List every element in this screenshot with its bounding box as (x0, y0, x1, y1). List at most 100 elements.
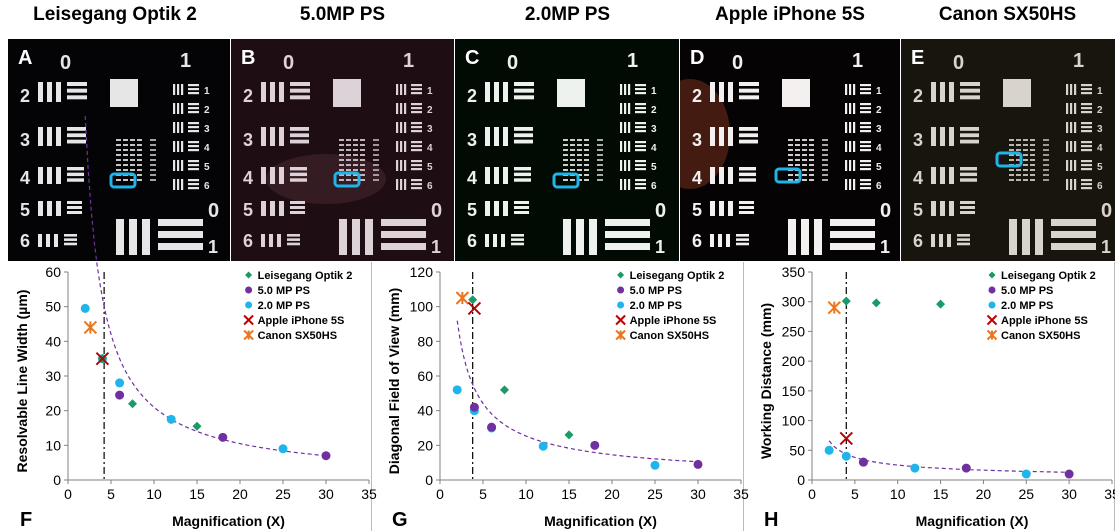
tiny-bar (570, 169, 575, 171)
element-number: 4 (692, 168, 702, 188)
small-bar (628, 179, 631, 190)
small-bar (411, 179, 422, 182)
tiny-bar (353, 154, 358, 156)
element-number: 2 (243, 86, 253, 106)
point-marker (115, 378, 125, 388)
horizontal-bar (957, 234, 970, 237)
horizontal-bar (290, 95, 310, 100)
point-marker (650, 460, 660, 470)
horizontal-bar (957, 238, 970, 241)
tiny-bar (346, 144, 351, 146)
y-tick-label: 40 (417, 403, 433, 419)
tiny-bar (563, 164, 568, 166)
small-bar (1081, 145, 1092, 148)
point-marker (617, 271, 625, 279)
small-bar (188, 103, 199, 106)
large-bar (605, 219, 650, 226)
small-bar (400, 122, 403, 133)
small-bar (1070, 141, 1073, 152)
point-marker (988, 286, 996, 294)
element-number: 3 (913, 130, 923, 150)
tiny-bar (346, 169, 351, 171)
tiny-bar (137, 139, 142, 141)
small-bar (1081, 103, 1092, 106)
small-bar (1070, 160, 1073, 171)
small-bar (404, 179, 407, 190)
small-bar (1066, 122, 1069, 133)
tiny-bar (130, 179, 135, 181)
small-bar (860, 126, 871, 129)
horizontal-bar (290, 133, 309, 138)
tiny-bar (1043, 144, 1049, 146)
series-2-0-mp-ps (824, 445, 1031, 479)
vertical-bar (947, 234, 951, 247)
large-bar (1009, 219, 1017, 255)
x-tick-label: 15 (189, 486, 205, 502)
legend-label: Canon SX50HS (1001, 330, 1080, 342)
vertical-bar (931, 82, 936, 102)
small-bar (1081, 84, 1092, 87)
series-apple-iphone-5s (467, 301, 482, 316)
tiny-bar (353, 174, 358, 176)
legend-label: Leisegang Optik 2 (630, 270, 725, 282)
tiny-bar (802, 159, 807, 161)
small-bar (188, 168, 199, 171)
small-bar (620, 122, 623, 133)
point-marker (617, 286, 625, 294)
vertical-bar (47, 201, 52, 216)
horizontal-bar (287, 238, 300, 241)
vertical-bar (38, 127, 43, 146)
title-iphone: Apple iPhone 5S (715, 4, 865, 25)
tiny-bar (809, 144, 814, 146)
small-bar (411, 92, 422, 95)
small-bar (1081, 183, 1092, 186)
element-number-small: 4 (1097, 143, 1103, 154)
small-bar (1081, 107, 1092, 110)
vertical-bar (728, 82, 733, 102)
tiny-bar (1023, 159, 1028, 161)
point-marker (243, 329, 254, 341)
tiny-bar (360, 159, 365, 161)
tiny-bar (339, 154, 344, 156)
horizontal-bar (64, 234, 77, 237)
tiny-bar (809, 179, 814, 181)
tiny-bar (130, 169, 135, 171)
tiny-bar (788, 179, 793, 181)
vertical-bar (494, 127, 499, 146)
small-bar (400, 84, 403, 95)
element-number-small: 2 (876, 105, 882, 116)
element-number: 4 (913, 168, 923, 188)
x-tick-label: 20 (604, 486, 620, 502)
point-marker (95, 351, 110, 366)
horizontal-bar (514, 167, 531, 171)
tiny-bar (570, 139, 575, 141)
horizontal-bar (514, 88, 534, 93)
tiny-bar (353, 159, 358, 161)
point-marker (243, 314, 254, 326)
vertical-bar (279, 167, 284, 184)
element-number-small: 5 (427, 162, 433, 173)
panel-letter: A (18, 47, 32, 69)
tiny-bar (1016, 169, 1021, 171)
x-tick-label: 35 (1104, 486, 1115, 502)
element-number-small: 3 (1097, 124, 1103, 135)
point-marker (115, 390, 125, 400)
vertical-bar (56, 82, 61, 102)
tiny-bar (373, 164, 379, 166)
small-bar (849, 141, 852, 152)
group-1-label: 1 (852, 50, 863, 72)
small-bar (860, 92, 871, 95)
horizontal-bar (960, 139, 979, 144)
large-bar (830, 243, 875, 250)
horizontal-bar (739, 172, 756, 177)
vertical-bar (719, 82, 724, 102)
small-bar (620, 103, 623, 114)
tiny-bar (570, 144, 575, 146)
legend-label: Leisegang Optik 2 (1001, 270, 1096, 282)
tiny-bar (563, 154, 568, 156)
vertical-bar (485, 234, 489, 247)
x-tick-label: 10 (146, 486, 162, 502)
tiny-bar (339, 159, 344, 161)
series-5-0-mp-ps (469, 402, 703, 469)
small-bar (411, 88, 422, 91)
